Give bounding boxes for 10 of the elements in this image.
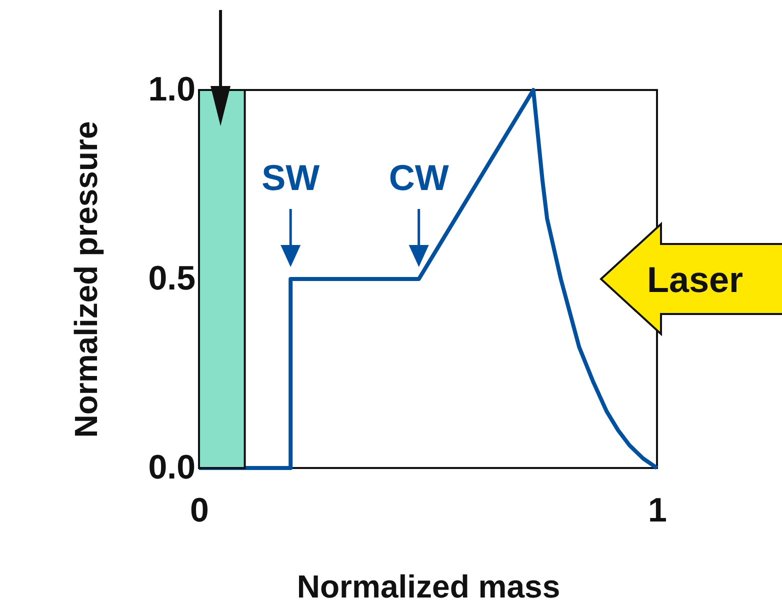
x-tick-label: 0	[190, 492, 209, 530]
y-tick-label: 1.0	[148, 70, 196, 108]
y-tick-label: 0.0	[148, 448, 196, 486]
annotation: SW	[262, 157, 320, 198]
y-axis-title: Normalized pressure	[68, 121, 104, 438]
y-tick-label: 0.5	[148, 260, 196, 298]
annotation: CW	[388, 157, 449, 198]
annotation: Laser	[647, 259, 744, 300]
x-axis-title: Normalized mass	[296, 568, 560, 604]
x-tick-label: 1	[648, 492, 667, 530]
